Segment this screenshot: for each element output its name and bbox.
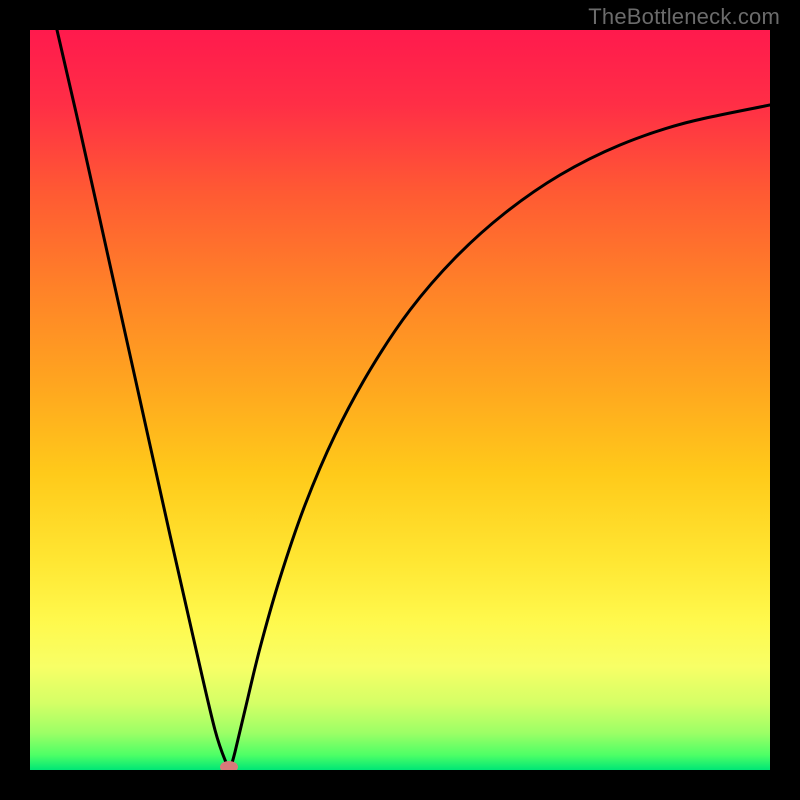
- watermark-text: TheBottleneck.com: [588, 4, 780, 30]
- curve-left-limb: [57, 30, 230, 770]
- chart-frame: TheBottleneck.com: [0, 0, 800, 800]
- curve-right-limb: [230, 105, 770, 770]
- curve-layer: [30, 30, 770, 770]
- minimum-marker: [220, 761, 238, 770]
- plot-area: [30, 30, 770, 770]
